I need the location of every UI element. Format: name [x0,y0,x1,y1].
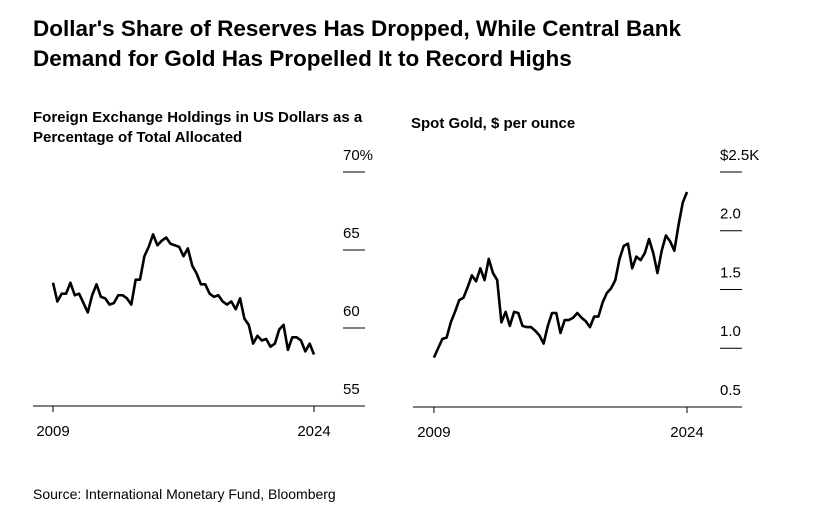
y-tick-label: $2.5K [720,147,759,164]
x-tick-label: 2009 [417,424,450,441]
x-tick-label: 2024 [670,424,703,441]
y-tick-label: 1.0 [720,323,741,340]
y-tick-label: 0.5 [720,382,741,399]
source: Source: International Monetary Fund, Blo… [33,486,336,502]
y-tick-label: 1.5 [720,264,741,281]
x-tick-label: 2009 [36,423,69,440]
data-line [51,233,316,356]
y-tick-label: 60 [343,303,360,320]
y-tick-label: 70% [343,147,373,164]
x-tick-label: 2024 [297,423,330,440]
y-tick-label: 2.0 [720,206,741,223]
y-tick-label: 65 [343,225,360,242]
data-line [432,191,689,359]
headline: Dollar's Share of Reserves Has Dropped, … [33,16,682,71]
chart-title: Spot Gold, $ per ounce [411,115,576,132]
y-tick-label: 55 [343,381,360,398]
chart-title: Foreign Exchange Holdings in US Dollars … [33,109,363,146]
